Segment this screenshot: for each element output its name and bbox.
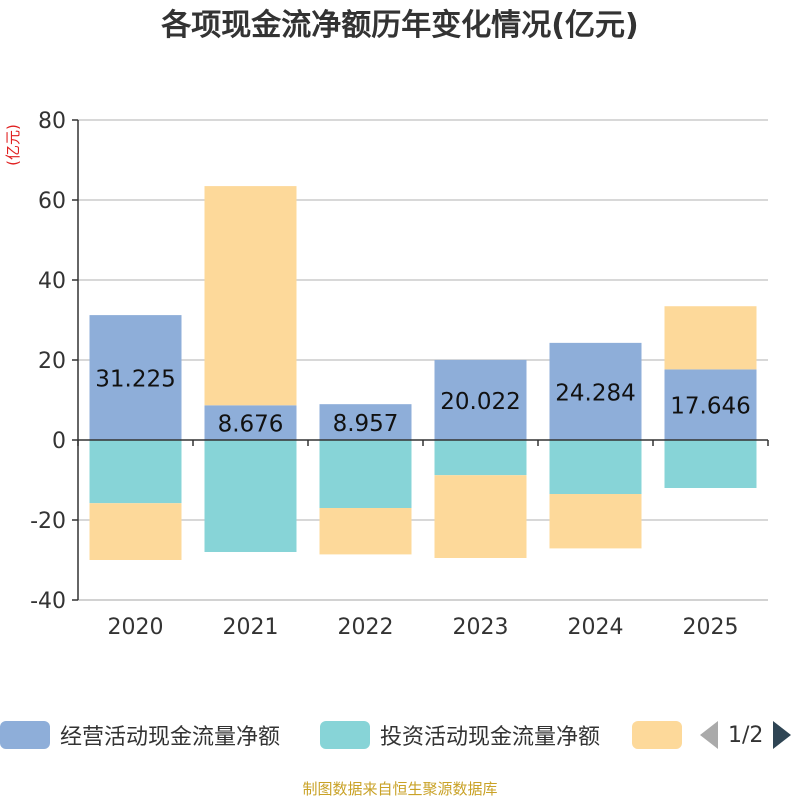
legend-item-investing[interactable]: 投资活动现金流量净额: [320, 720, 600, 750]
axes: -40 -20 0 20 40 60 80 2020 2021 2022 2023 2024 2025: [30, 109, 769, 640]
data-label-2025: 17.646: [670, 394, 750, 420]
legend-swatch-investing: [320, 721, 370, 749]
legend-item-financing[interactable]: [632, 720, 682, 750]
y-tick-label: 60: [38, 189, 66, 214]
data-label-2024: 24.284: [555, 380, 635, 406]
y-tick-label: 20: [38, 349, 66, 374]
y-tick-label: -40: [30, 589, 66, 614]
legend-swatch-operating: [0, 721, 50, 749]
y-tick-label: 80: [38, 109, 66, 134]
bar-2023-series-1[interactable]: [434, 440, 527, 476]
x-tick-label-2024: 2024: [568, 615, 624, 640]
y-axis-label: (亿元): [4, 124, 22, 166]
y-tick-label: -20: [30, 509, 66, 534]
x-tick-label-2020: 2020: [108, 615, 164, 640]
bar-2020-series-2[interactable]: [89, 503, 182, 560]
bar-2022-series-2[interactable]: [319, 508, 412, 555]
bar-2024-series-2[interactable]: [549, 494, 642, 549]
legend: 经营活动现金流量净额 投资活动现金流量净额 1/2: [0, 712, 800, 760]
pager-next-icon[interactable]: [773, 721, 792, 749]
chart-title: 各项现金流净额历年变化情况(亿元): [161, 8, 639, 43]
legend-item-operating[interactable]: 经营活动现金流量净额: [0, 720, 280, 750]
legend-swatch-financing: [632, 721, 682, 749]
pager-prev-icon[interactable]: [700, 721, 718, 749]
data-label-2020: 31.225: [95, 367, 175, 393]
data-label-2021: 8.676: [218, 412, 284, 438]
bar-2021-series-1[interactable]: [204, 440, 297, 552]
data-label-2022: 8.957: [333, 411, 399, 437]
legend-label-operating: 经营活动现金流量净额: [60, 725, 281, 750]
x-tick-label-2025: 2025: [683, 615, 739, 640]
bar-2023-series-2[interactable]: [434, 475, 527, 558]
bar-2025-series-0[interactable]: [664, 369, 757, 440]
bar-2023-series-0[interactable]: [434, 359, 527, 440]
data-labels: 31.225 8.676 8.957 20.022 24.284 17.646: [95, 367, 750, 438]
pager-text: 1/2: [728, 722, 764, 748]
y-tick-label: 40: [38, 269, 66, 294]
bar-2024-series-1[interactable]: [549, 440, 642, 494]
bar-2022-series-1[interactable]: [319, 440, 412, 508]
y-tick-label: 0: [52, 429, 66, 454]
source-note: 制图数据来自恒生聚源数据库: [302, 780, 498, 798]
bar-2025-series-2[interactable]: [664, 306, 757, 370]
legend-pager: 1/2: [700, 720, 792, 750]
x-tick-label-2021: 2021: [223, 615, 279, 640]
bars: [89, 186, 757, 560]
x-tick-label-2023: 2023: [453, 615, 509, 640]
x-tick-label-2022: 2022: [338, 615, 394, 640]
bar-2025-series-1[interactable]: [664, 440, 757, 488]
bar-2022-series-0[interactable]: [319, 404, 412, 440]
bar-2021-series-2[interactable]: [204, 186, 297, 406]
bar-2021-series-0[interactable]: [204, 405, 297, 440]
bar-2024-series-0[interactable]: [549, 342, 642, 440]
legend-label-investing: 投资活动现金流量净额: [380, 725, 601, 750]
data-label-2023: 20.022: [440, 389, 520, 415]
bar-2020-series-1[interactable]: [89, 440, 182, 504]
bar-2020-series-0[interactable]: [89, 315, 182, 440]
grid-lines: [78, 119, 768, 601]
